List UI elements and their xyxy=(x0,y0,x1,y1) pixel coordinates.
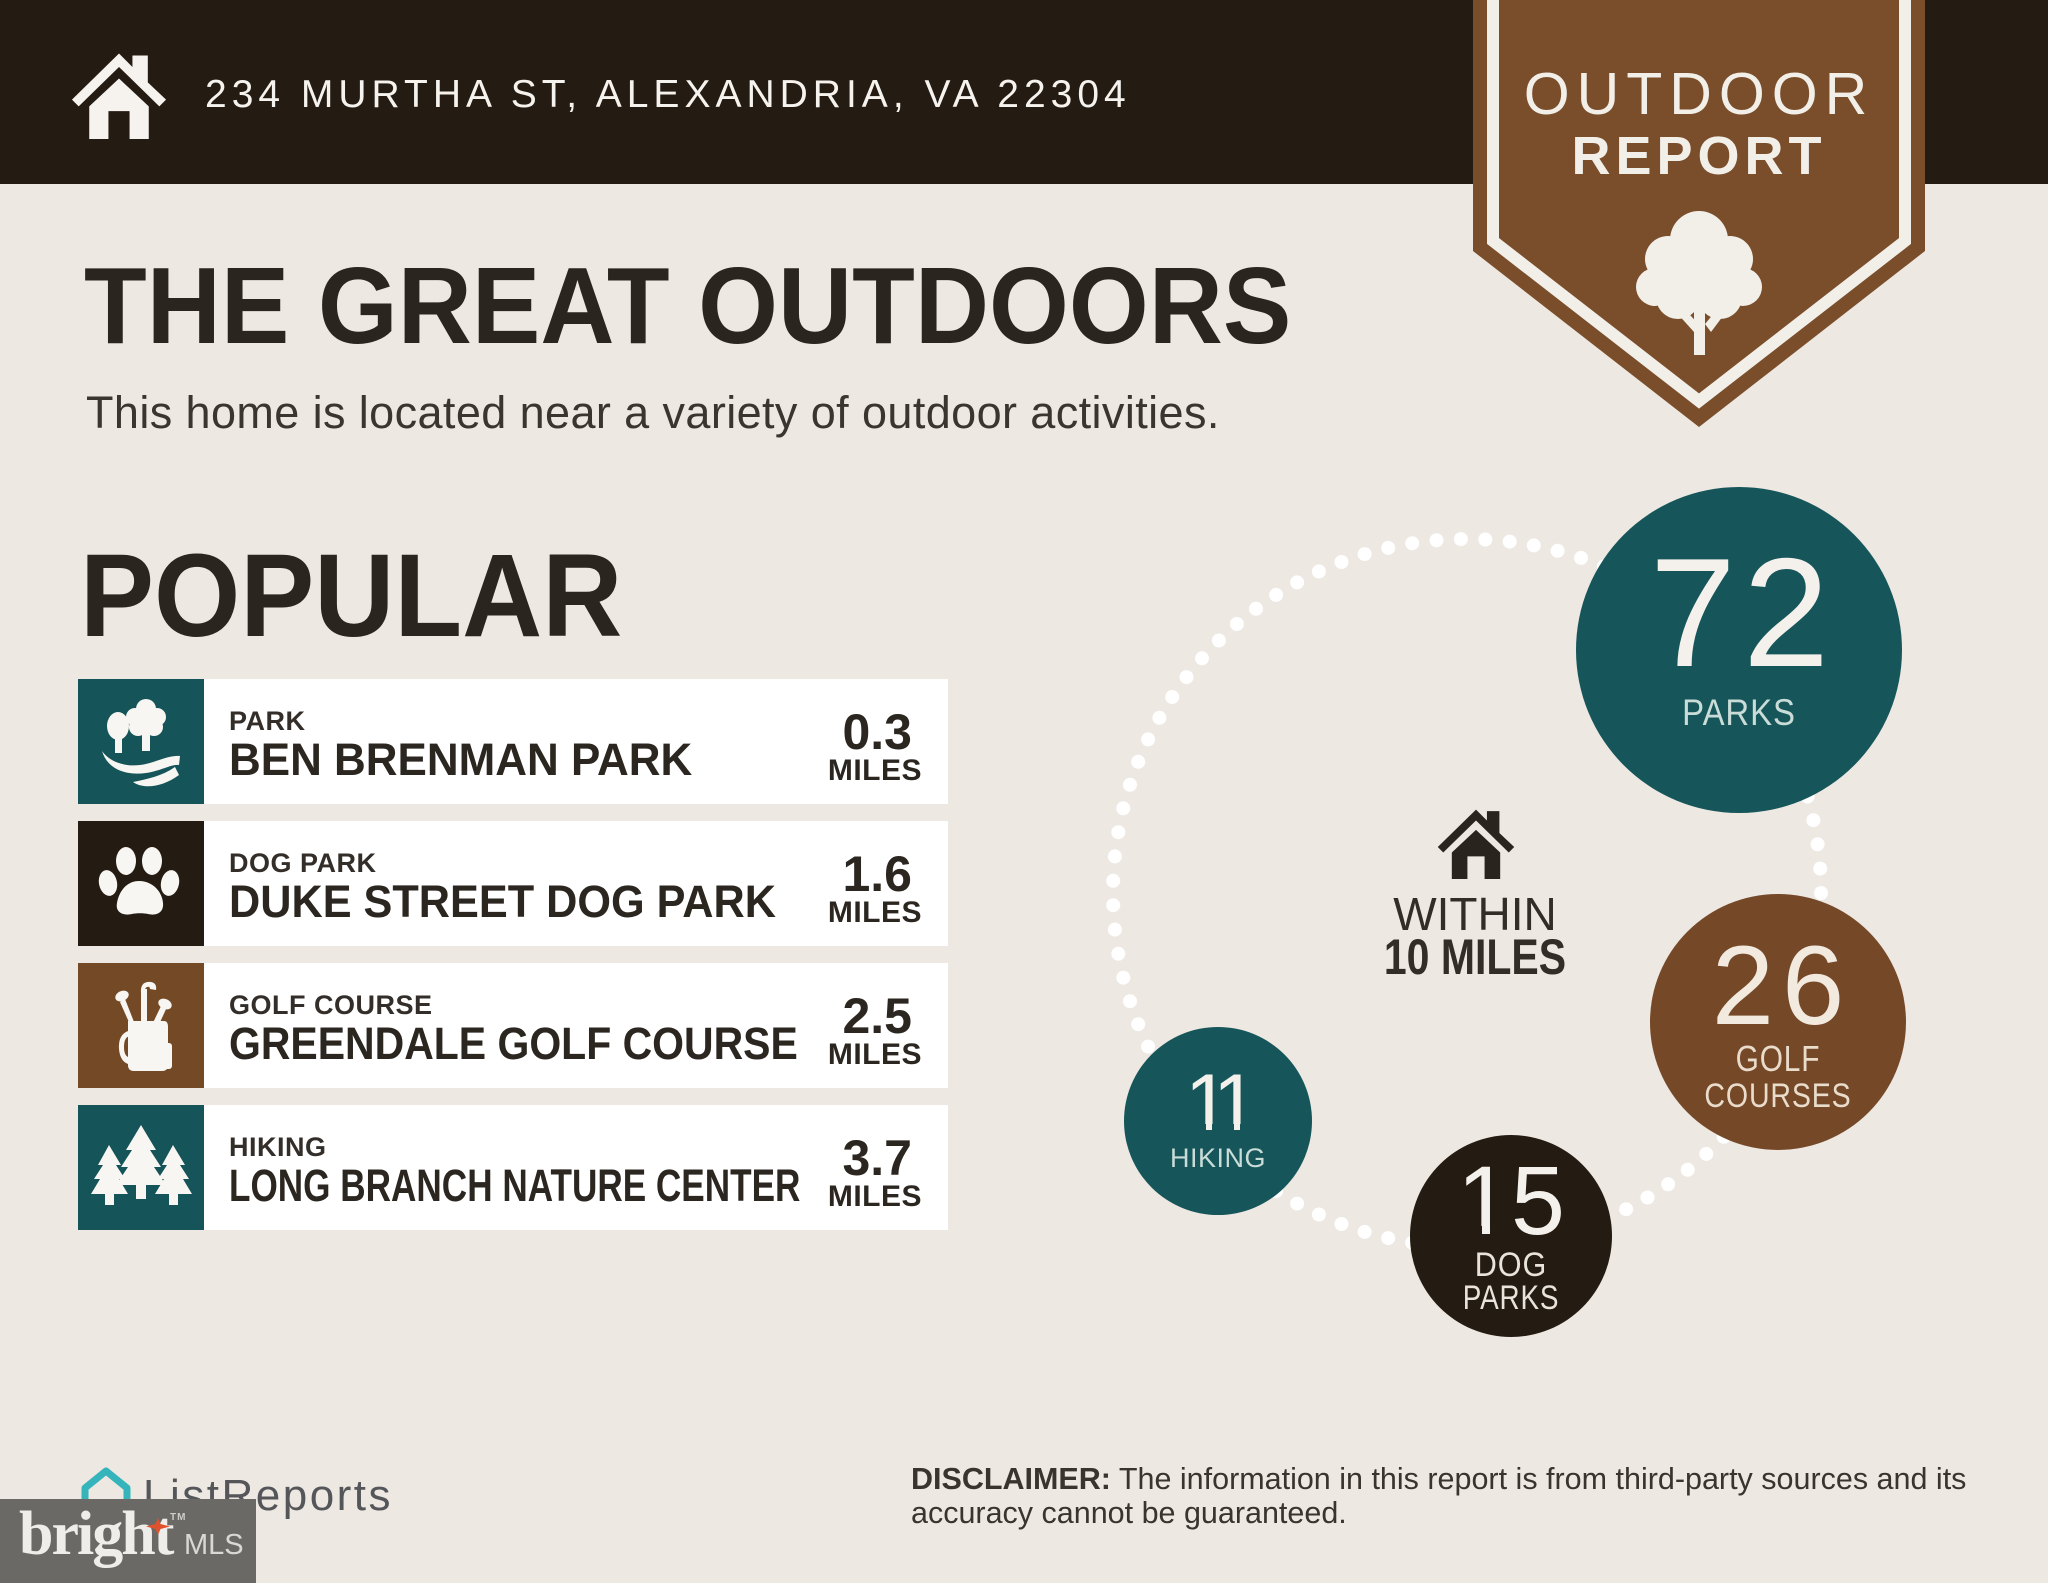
svg-text:OUTDOOR: OUTDOOR xyxy=(1524,61,1875,127)
svg-text:REPORT: REPORT xyxy=(1571,126,1826,186)
